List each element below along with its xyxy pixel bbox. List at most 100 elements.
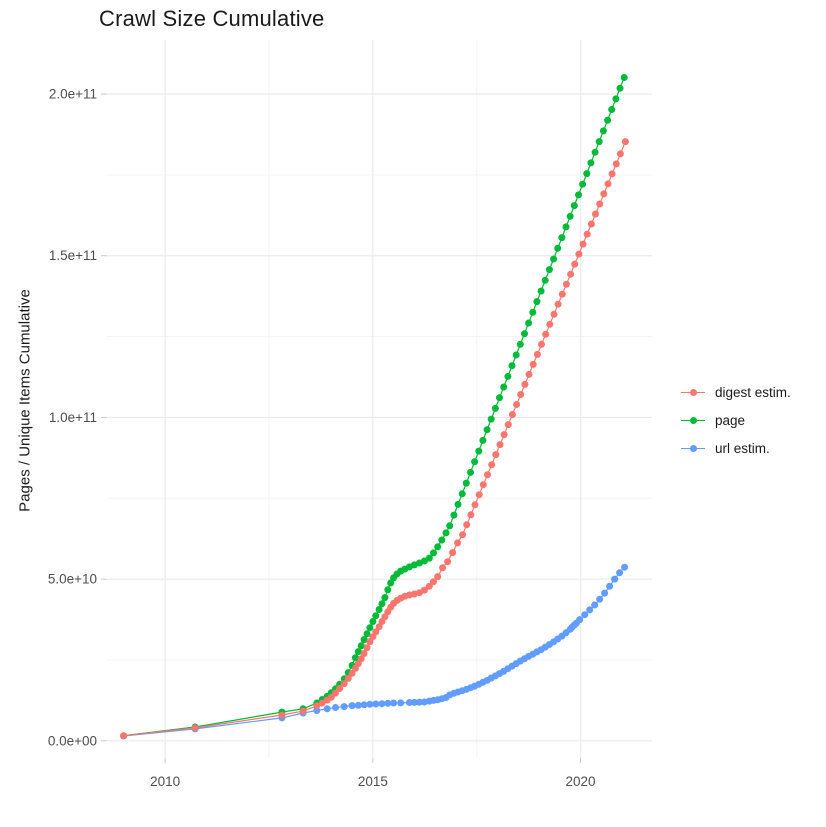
data-point bbox=[587, 220, 595, 228]
data-point bbox=[323, 705, 331, 713]
data-point bbox=[434, 573, 442, 581]
data-point bbox=[567, 270, 575, 278]
data-point bbox=[546, 320, 554, 328]
data-point bbox=[611, 575, 619, 583]
data-point bbox=[592, 210, 599, 218]
data-point bbox=[415, 698, 423, 706]
data-point bbox=[479, 436, 487, 444]
data-point bbox=[525, 370, 533, 378]
data-point bbox=[479, 481, 487, 489]
legend-marker-url-icon bbox=[681, 441, 705, 455]
data-point bbox=[558, 290, 566, 298]
data-point bbox=[354, 701, 362, 709]
data-point bbox=[591, 601, 599, 609]
data-point bbox=[513, 401, 521, 408]
data-point bbox=[397, 699, 405, 707]
data-point bbox=[571, 260, 579, 268]
data-point bbox=[541, 276, 549, 284]
data-point bbox=[369, 618, 377, 625]
data-point bbox=[278, 711, 286, 719]
data-point bbox=[581, 611, 589, 619]
data-point bbox=[516, 340, 524, 348]
data-point bbox=[508, 411, 516, 418]
data-point bbox=[449, 549, 457, 557]
data-point bbox=[344, 674, 352, 682]
data-point bbox=[467, 511, 475, 519]
data-point bbox=[604, 116, 612, 124]
y-tick-label: 1.0e+11 bbox=[49, 410, 97, 425]
data-point bbox=[313, 702, 321, 710]
data-point bbox=[579, 180, 587, 188]
data-point bbox=[459, 531, 467, 539]
series-page bbox=[120, 74, 628, 740]
data-point bbox=[442, 529, 450, 537]
data-point bbox=[467, 468, 474, 476]
data-point bbox=[600, 190, 608, 198]
data-point bbox=[554, 300, 562, 308]
series-digest-estim bbox=[120, 138, 629, 740]
data-point bbox=[363, 630, 371, 638]
y-tick-label: 1.5e+11 bbox=[49, 248, 97, 263]
y-tick-label: 5.0e+10 bbox=[48, 572, 97, 587]
data-point bbox=[420, 586, 428, 594]
data-point bbox=[521, 330, 528, 338]
legend-item-digest: digest estim. bbox=[681, 378, 791, 406]
y-tick-label: 2.0e+11 bbox=[49, 87, 97, 102]
data-point bbox=[471, 501, 479, 509]
legend: digest estim. page url estim. bbox=[681, 378, 791, 462]
data-point bbox=[430, 578, 437, 586]
data-point bbox=[454, 500, 462, 508]
data-point bbox=[487, 415, 495, 423]
data-point bbox=[608, 106, 616, 113]
data-point bbox=[351, 654, 359, 662]
data-point bbox=[444, 558, 452, 566]
data-point bbox=[384, 586, 392, 594]
data-point bbox=[538, 340, 545, 348]
data-point bbox=[558, 234, 566, 242]
data-point bbox=[545, 266, 553, 274]
data-point bbox=[612, 95, 620, 103]
data-point bbox=[621, 563, 629, 571]
data-point bbox=[550, 310, 558, 318]
data-point bbox=[332, 689, 339, 697]
legend-label-page: page bbox=[715, 412, 746, 428]
data-point bbox=[484, 471, 491, 479]
data-point bbox=[375, 606, 383, 613]
data-point bbox=[378, 700, 386, 708]
legend-marker-digest-icon bbox=[681, 385, 705, 399]
data-point bbox=[120, 732, 128, 740]
data-point bbox=[616, 84, 624, 92]
data-point bbox=[586, 606, 594, 614]
data-point bbox=[488, 461, 496, 469]
data-point bbox=[381, 594, 389, 602]
x-tick-label: 2010 bbox=[150, 774, 180, 789]
data-point bbox=[366, 700, 374, 708]
data-point bbox=[542, 330, 550, 338]
legend-label-digest: digest estim. bbox=[715, 384, 791, 400]
data-point bbox=[525, 319, 533, 327]
data-point bbox=[566, 212, 574, 220]
data-point bbox=[595, 138, 603, 146]
data-point bbox=[191, 724, 199, 732]
data-point bbox=[500, 383, 508, 391]
data-point bbox=[570, 202, 578, 210]
data-point bbox=[425, 582, 433, 590]
data-point bbox=[575, 250, 583, 258]
data-point bbox=[616, 150, 624, 158]
data-point bbox=[463, 521, 471, 529]
data-point bbox=[587, 159, 595, 167]
series-line bbox=[123, 566, 626, 737]
data-point bbox=[299, 707, 307, 715]
data-point bbox=[616, 569, 624, 577]
data-point bbox=[384, 699, 392, 707]
chart-title: Crawl Size Cumulative bbox=[99, 6, 325, 31]
data-point bbox=[596, 200, 604, 208]
data-point bbox=[375, 623, 383, 631]
data-point bbox=[340, 680, 348, 688]
data-point bbox=[591, 148, 599, 156]
data-point bbox=[512, 351, 520, 359]
data-point bbox=[438, 536, 446, 544]
data-point bbox=[332, 704, 339, 711]
data-point bbox=[608, 170, 616, 178]
